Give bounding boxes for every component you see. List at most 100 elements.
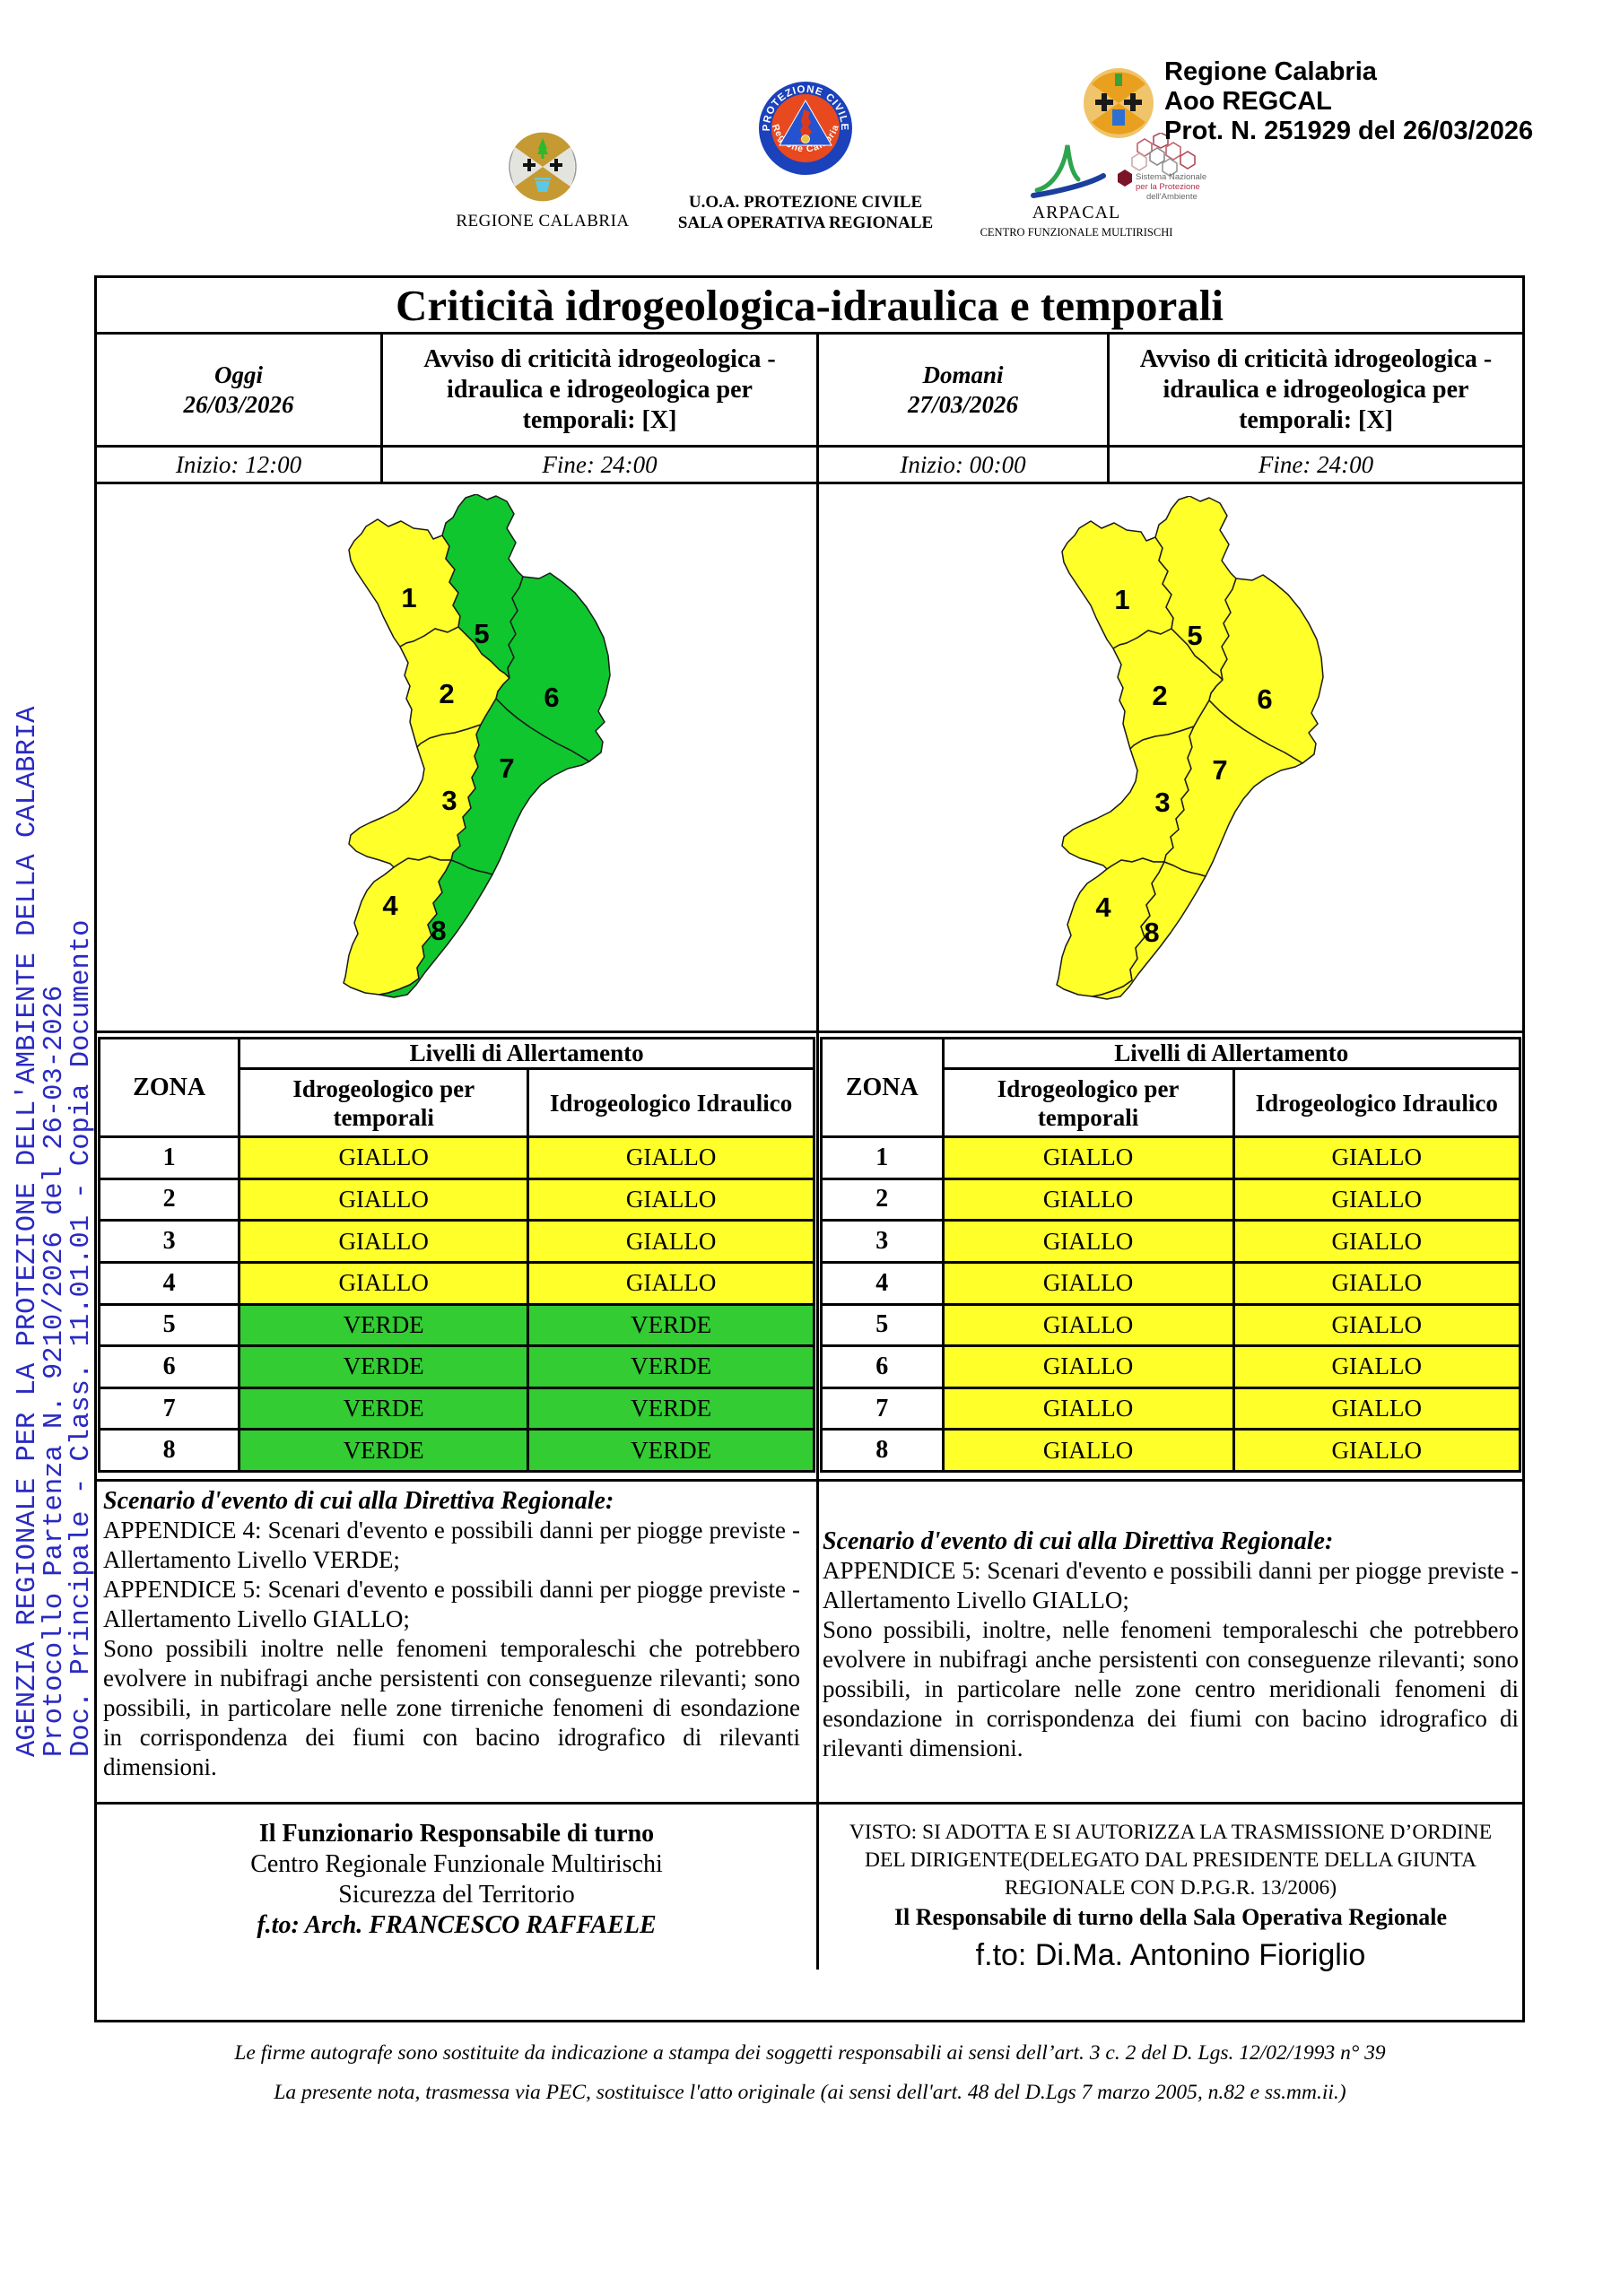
map-zone-label-3: 3 (1154, 787, 1170, 818)
map-zone-label-7: 7 (499, 752, 514, 784)
tomorrow-end-cell: Fine: 24:00 (1258, 450, 1374, 478)
tomorrow-scenario-title: Scenario d'evento di cui alla Direttiva … (823, 1527, 1334, 1555)
table-row: 8 GIALLO GIALLO (820, 1428, 1522, 1473)
today-scenario-p2: APPENDICE 5: Scenari d'evento e possibil… (103, 1576, 800, 1632)
zone-number: 7 (820, 1386, 945, 1431)
temporali-level: GIALLO (941, 1135, 1235, 1180)
tomorrow-scenario-cell: Scenario d'evento di cui alla Direttiva … (819, 1482, 1522, 1802)
map-zone-label-4: 4 (1095, 891, 1111, 923)
today-scenario-p3: Sono possibili inoltre nelle fenomeni te… (103, 1635, 800, 1780)
idraulico-level: GIALLO (527, 1177, 815, 1222)
map-zone-label-2: 2 (439, 678, 454, 709)
tomorrow-label: Domani (922, 361, 1004, 388)
idraulico-level: GIALLO (527, 1260, 815, 1306)
snpa-caption-l3: dell'Ambiente (1146, 192, 1198, 202)
zone-number: 1 (820, 1135, 945, 1180)
right-signature-role: Il Responsabile di turno della Sala Oper… (893, 1904, 1448, 1930)
levels-header: Livelli di Allertamento (941, 1037, 1522, 1070)
protocol-stamp-vertical-text: AGENZIA REGIONALE PER LA PROTEZIONE DELL… (13, 706, 97, 1757)
footnote-2: La presente nota, trasmessa via PEC, sos… (274, 2081, 1346, 2104)
protocol-line1: Regione Calabria (1164, 57, 1377, 86)
today-header-cell: Oggi 26/03/2026 (97, 335, 383, 445)
protezione-civile-logo: PROTEZIONE CIVILE Regione Calabria (758, 81, 853, 180)
idraulico-level: VERDE (527, 1386, 815, 1431)
zona-header: ZONA (97, 1037, 241, 1138)
capital-icon (535, 178, 551, 192)
left-signature-role: Il Funzionario Responsabile di turno (258, 1820, 655, 1848)
map-zone-label-3: 3 (441, 785, 457, 816)
right-signature-name: f.to: Di.Ma. Antonino Fioriglio (975, 1938, 1366, 1972)
tomorrow-alert-table-cell: ZONA Livelli di Allertamento Idrogeologico… (819, 1033, 1522, 1479)
today-alert-table-cell: ZONA Livelli di Allertamento Idrogeologico… (97, 1033, 819, 1479)
idraulico-level: GIALLO (1232, 1260, 1522, 1306)
today-notice-cell: Avviso di criticità idrogeologica - idra… (383, 335, 819, 445)
map-zone-label-5: 5 (1187, 620, 1202, 651)
zone-number: 6 (97, 1344, 241, 1389)
tomorrow-alert-table: ZONA Livelli di Allertamento Idrogeologico… (820, 1037, 1522, 1473)
map-zone-7 (450, 698, 590, 875)
col-idraulico-header: Idrogeologico Idraulico (1232, 1067, 1522, 1138)
temporali-level: GIALLO (941, 1260, 1235, 1306)
temporali-level: GIALLO (238, 1177, 530, 1222)
zone-number: 3 (820, 1219, 945, 1264)
stamp-agency-line: AGENZIA REGIONALE PER LA PROTEZIONE DELL… (13, 706, 43, 1757)
zone-number: 4 (820, 1260, 945, 1306)
levels-header: Livelli di Allertamento (238, 1037, 815, 1070)
regcal-protocol-stamp-logo (1081, 66, 1156, 144)
map-zone-label-2: 2 (1152, 680, 1167, 711)
map-zone-label-1: 1 (1114, 584, 1129, 615)
table-row: 8 VERDE VERDE (97, 1428, 815, 1473)
stamp-class-line: Doc. Principale - Class. 11.01.01 - Copi… (66, 919, 97, 1757)
snpa-logo: Sistema Nazionale per la Protezione dell… (1110, 132, 1218, 209)
table-row: 2 GIALLO GIALLO (820, 1177, 1522, 1222)
idraulico-level: GIALLO (1232, 1302, 1522, 1348)
zone-number: 7 (97, 1386, 241, 1431)
table-row: 1 GIALLO GIALLO (820, 1135, 1522, 1180)
today-label: Oggi (213, 361, 263, 388)
pc-caption-line2: SALA OPERATIVA REGIONALE (677, 213, 934, 232)
regione-calabria-caption: REGIONE CALABRIA (456, 212, 630, 230)
tomorrow-date: 27/03/2026 (907, 390, 1018, 418)
map-zone-label-6: 6 (544, 682, 559, 713)
today-scenario-cell: Scenario d'evento di cui alla Direttiva … (97, 1482, 819, 1802)
today-map-cell: 1 2 3 4 5 6 7 8 (97, 484, 819, 1031)
temporali-level: GIALLO (941, 1302, 1235, 1348)
zona-header: ZONA (820, 1037, 945, 1138)
table-row: 7 VERDE VERDE (97, 1386, 815, 1431)
zone-number: 5 (820, 1302, 945, 1348)
regione-calabria-logo (508, 131, 578, 207)
today-end-cell: Fine: 24:00 (383, 448, 819, 482)
map-zone-label-1: 1 (401, 582, 416, 613)
col-idraulico-header: Idrogeologico Idraulico (527, 1067, 815, 1138)
table-row: 6 GIALLO GIALLO (820, 1344, 1522, 1389)
table-row: 6 VERDE VERDE (97, 1344, 815, 1389)
protocol-line2: Aoo REGCAL (1164, 87, 1332, 116)
protocol-block: Regione Calabria Aoo REGCAL Prot. N. 251… (1164, 57, 1533, 146)
arpacal-caption: ARPACAL CENTRO FUNZIONALE MULTIRISCHI (951, 203, 1202, 242)
zone-number: 8 (820, 1428, 945, 1473)
temporali-level: GIALLO (238, 1219, 530, 1264)
pine-tree-icon (537, 138, 548, 159)
idraulico-level: GIALLO (527, 1135, 815, 1180)
map-zone-label-6: 6 (1257, 683, 1272, 715)
map-zone-8 (1092, 861, 1206, 1000)
temporali-level: VERDE (238, 1428, 530, 1473)
tomorrow-notice-cell: Avviso di criticità idrogeologica - idra… (1139, 344, 1493, 434)
table-row: 2 GIALLO GIALLO (97, 1177, 815, 1222)
idraulico-level: GIALLO (1232, 1344, 1522, 1389)
left-signature-cell: Il Funzionario Responsabile di turno Cen… (97, 1805, 819, 1970)
map-zone-label-8: 8 (431, 915, 446, 946)
table-row: 3 GIALLO GIALLO (820, 1219, 1522, 1264)
temporali-level: VERDE (238, 1344, 530, 1389)
today-alert-table: ZONA Livelli di Allertamento Idrogeologico… (97, 1037, 815, 1473)
map-zone-label-8: 8 (1144, 917, 1159, 948)
stamp-protocol-line: Protocollo Partenza N. 9210/2026 del 26-… (39, 985, 70, 1757)
snpa-caption-l2: per la Protezione (1136, 182, 1200, 192)
today-scenario-p1: APPENDICE 4: Scenari d'evento e possibil… (103, 1517, 800, 1573)
pc-caption-line1: U.O.A. PROTEZIONE CIVILE (688, 193, 923, 212)
table-row: 3 GIALLO GIALLO (97, 1219, 815, 1264)
temporali-level: GIALLO (238, 1135, 530, 1180)
temporali-level: GIALLO (238, 1260, 530, 1306)
temporali-level: GIALLO (941, 1219, 1235, 1264)
